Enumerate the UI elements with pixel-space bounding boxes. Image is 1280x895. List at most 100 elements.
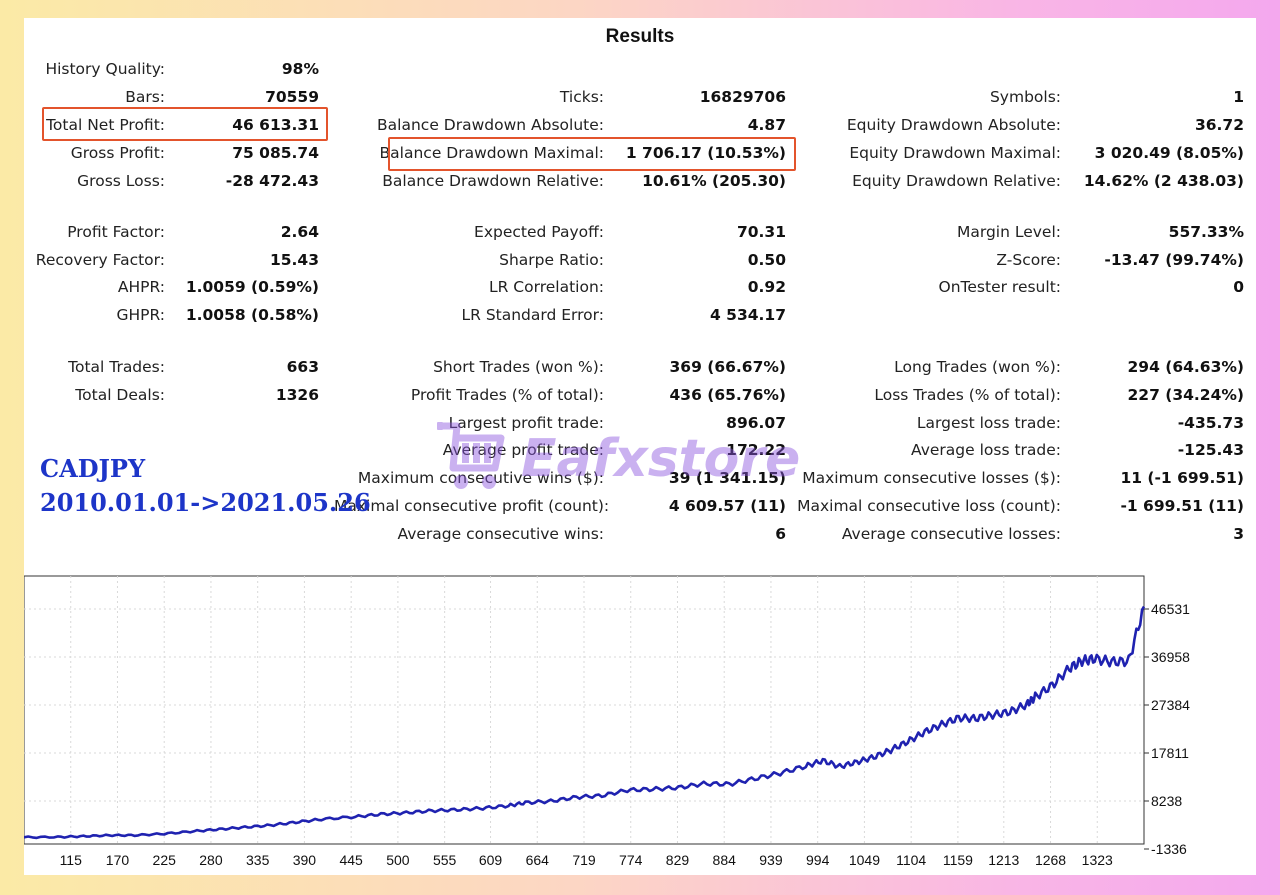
stat-label: Profit Trades (% of total): xyxy=(410,386,604,404)
stat-average-consecutive-wins: Average consecutive wins: 6 xyxy=(24,524,1256,544)
stat-label: Profit Factor: xyxy=(67,223,165,241)
stat-lr-correlation: LR Correlation: 0.92 xyxy=(24,277,1256,297)
y-tick-label: 36958 xyxy=(1151,649,1190,665)
results-title: Results xyxy=(605,26,675,47)
stat-loss-trades: Loss Trades (% of total): 227 (34.24%) xyxy=(24,385,1256,405)
y-axis-ticks: 46531 36958 27384 17811 8238 -1336 xyxy=(1144,601,1190,857)
stat-value: 10.61% (205.30) xyxy=(642,172,786,190)
stat-label: Largest profit trade: xyxy=(448,414,604,432)
stat-bars: Bars: 70559 xyxy=(24,87,1256,107)
stat-max-consecutive-losses: Maximum consecutive losses ($): 11 (-1 6… xyxy=(24,468,1256,488)
stat-value: 70559 xyxy=(265,88,319,106)
stat-label: Recovery Factor: xyxy=(35,251,165,269)
stat-label: Equity Drawdown Relative: xyxy=(852,172,1061,190)
stat-label: Expected Payoff: xyxy=(474,223,604,241)
stat-value: 4.87 xyxy=(747,116,786,134)
stat-maximal-consecutive-loss: Maximal consecutive loss (count): -1 699… xyxy=(24,496,1256,516)
stat-label: AHPR: xyxy=(117,278,165,296)
balance-chart: 115 170 225 280 335 390 445 500 555 609 664 719 774 8… xyxy=(24,575,1190,868)
x-tick-label: 1213 xyxy=(988,852,1019,868)
x-tick-label: 1104 xyxy=(896,852,926,868)
stat-label: Balance Drawdown Relative: xyxy=(382,172,604,190)
stat-value: 663 xyxy=(286,358,319,376)
stat-label: Z-Score: xyxy=(996,251,1061,269)
stat-label: Loss Trades (% of total): xyxy=(874,386,1061,404)
x-tick-label: 609 xyxy=(479,852,503,868)
stat-label: Ticks: xyxy=(559,88,604,106)
stat-value: 70.31 xyxy=(736,223,786,241)
x-tick-label: 500 xyxy=(386,852,410,868)
stat-value: 75 085.74 xyxy=(232,144,319,162)
stat-label: Average consecutive losses: xyxy=(841,525,1061,543)
stat-label: Total Deals: xyxy=(75,386,165,404)
stat-balance-drawdown-absolute: Balance Drawdown Absolute: 4.87 xyxy=(24,115,1256,135)
stat-history-quality: History Quality: 98% xyxy=(24,59,1256,79)
stat-short-trades: Short Trades (won %): 369 (66.67%) xyxy=(24,357,1256,377)
stat-equity-drawdown-relative: Equity Drawdown Relative: 14.62% (2 438.… xyxy=(24,171,1256,191)
x-tick-label: 170 xyxy=(106,852,130,868)
stat-ahpr: AHPR: 1.0059 (0.59%) xyxy=(24,277,1256,297)
stat-value: 16829706 xyxy=(699,88,786,106)
stat-value: 896.07 xyxy=(726,414,786,432)
stat-gross-profit: Gross Profit: 75 085.74 xyxy=(24,143,1256,163)
stat-profit-trades: Profit Trades (% of total): 436 (65.76%) xyxy=(24,385,1256,405)
stat-label: GHPR: xyxy=(116,306,165,324)
stat-label: Margin Level: xyxy=(956,223,1061,241)
stat-ticks: Ticks: 16829706 xyxy=(24,87,1256,107)
stat-recovery-factor: Recovery Factor: 15.43 xyxy=(24,250,1256,270)
stat-lr-standard-error: LR Standard Error: 4 534.17 xyxy=(24,305,1256,325)
stat-label: Average consecutive wins: xyxy=(397,525,605,543)
stat-label: Total Net Profit: xyxy=(46,116,165,134)
x-tick-label: 280 xyxy=(199,852,223,868)
y-tick-label: 46531 xyxy=(1151,601,1190,617)
stat-label: Symbols: xyxy=(989,88,1061,106)
stat-value: 369 (66.67%) xyxy=(669,358,786,376)
stat-expected-payoff: Expected Payoff: 70.31 xyxy=(24,222,1256,242)
y-tick-label: 17811 xyxy=(1151,745,1189,761)
stat-label: Average profit trade: xyxy=(442,441,604,459)
stat-value: 6 xyxy=(775,525,786,543)
symbol-caption: CADJPY xyxy=(40,454,146,483)
x-tick-label: 939 xyxy=(759,852,783,868)
stat-value: 0.50 xyxy=(747,251,786,269)
x-tick-label: 884 xyxy=(713,852,737,868)
balance-line xyxy=(24,605,1146,840)
stat-label: Bars: xyxy=(125,88,165,106)
stat-label: Balance Drawdown Maximal: xyxy=(379,144,604,162)
stat-label: Long Trades (won %): xyxy=(894,358,1061,376)
stat-value: 1 xyxy=(1233,88,1244,106)
stat-value: 11 (-1 699.51) xyxy=(1120,469,1244,487)
stat-average-profit-trade: Average profit trade: 172.22 xyxy=(24,440,1256,460)
y-tick-label: 8238 xyxy=(1151,793,1182,809)
x-tick-label: 774 xyxy=(619,852,643,868)
stat-label: Equity Drawdown Absolute: xyxy=(846,116,1061,134)
x-tick-label: 445 xyxy=(339,852,363,868)
stat-equity-drawdown-maximal: Equity Drawdown Maximal: 3 020.49 (8.05%… xyxy=(24,143,1256,163)
chart-grid xyxy=(24,576,1144,844)
stat-label: Maximum consecutive wins ($): xyxy=(357,469,604,487)
stat-value: 1.0058 (0.58%) xyxy=(185,306,319,324)
stat-label: LR Correlation: xyxy=(488,278,604,296)
stat-largest-profit-trade: Largest profit trade: 896.07 xyxy=(24,413,1256,433)
stat-label: Total Trades: xyxy=(68,358,165,376)
stat-largest-loss-trade: Largest loss trade: -435.73 xyxy=(24,413,1256,433)
stat-symbols: Symbols: 1 xyxy=(24,87,1256,107)
stat-value: 172.22 xyxy=(726,441,786,459)
x-tick-label: 1049 xyxy=(849,852,880,868)
stat-long-trades: Long Trades (won %): 294 (64.63%) xyxy=(24,357,1256,377)
x-tick-label: 664 xyxy=(526,852,550,868)
stat-value: 3 020.49 (8.05%) xyxy=(1094,144,1244,162)
stat-value: 557.33% xyxy=(1168,223,1244,241)
stat-value: 3 xyxy=(1233,525,1244,543)
stat-sharpe-ratio: Sharpe Ratio: 0.50 xyxy=(24,250,1256,270)
stat-label: History Quality: xyxy=(45,60,165,78)
x-tick-label: 390 xyxy=(293,852,317,868)
stat-value: 14.62% (2 438.03) xyxy=(1083,172,1244,190)
stat-z-score: Z-Score: -13.47 (99.74%) xyxy=(24,250,1256,270)
stat-label: Largest loss trade: xyxy=(916,414,1061,432)
x-axis-ticks: 115 170 225 280 335 390 445 500 555 609 664 719 774 8… xyxy=(60,852,1113,868)
date-range-caption: 2010.01.01->2021.05.26 xyxy=(40,488,371,517)
x-tick-label: 335 xyxy=(246,852,270,868)
stat-value: -13.47 (99.74%) xyxy=(1104,251,1244,269)
stat-label: OnTester result: xyxy=(938,278,1061,296)
